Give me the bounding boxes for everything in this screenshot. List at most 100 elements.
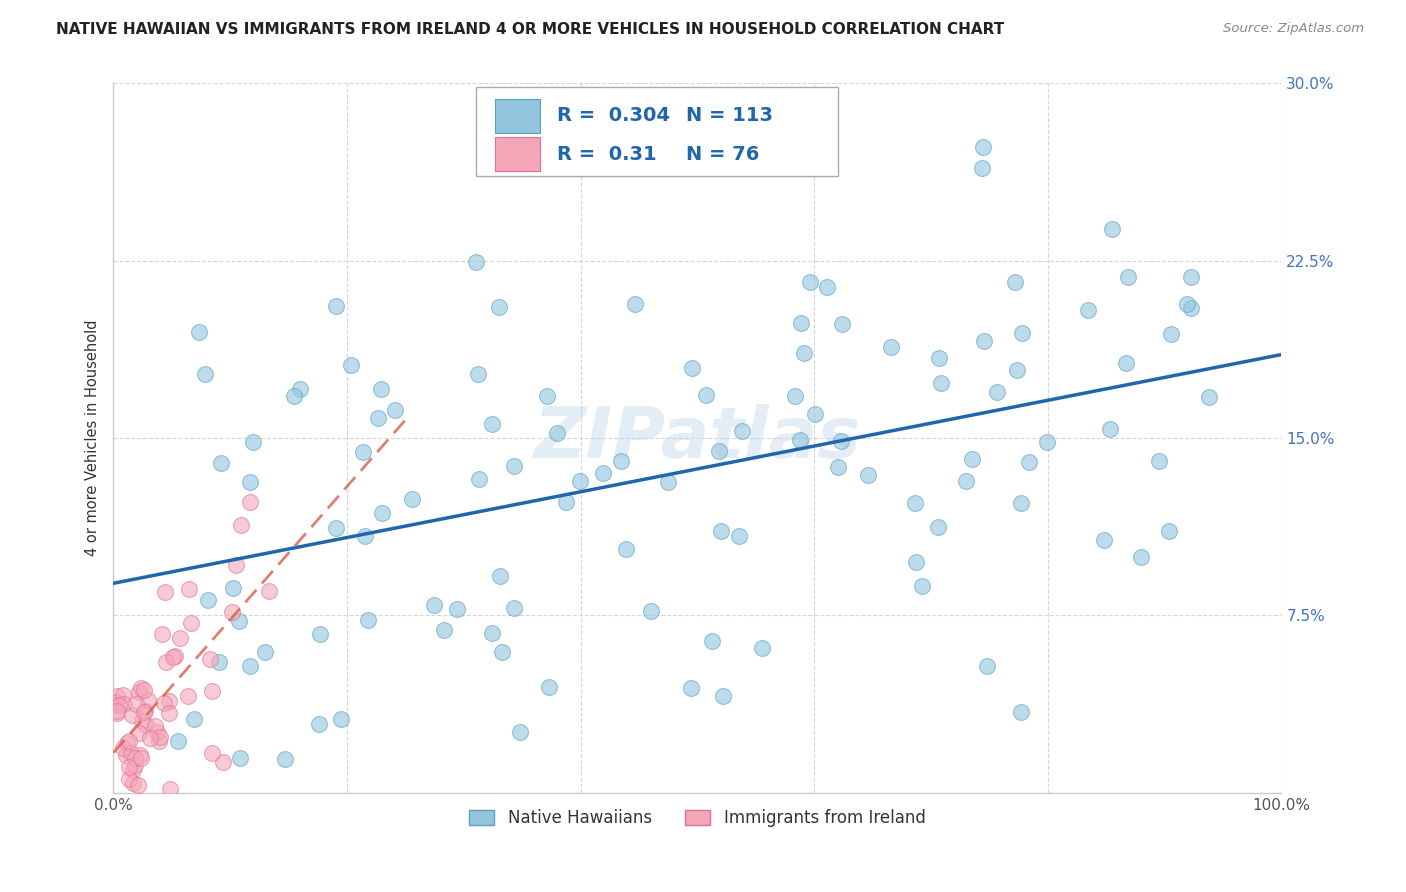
Point [111,740,134,755]
Point [212,755,235,769]
Point [139,731,162,745]
Point [117,733,139,747]
Point [239,495,262,509]
Point [546,425,568,440]
Point [105,694,128,708]
Point [143,719,166,733]
Point [799,275,821,289]
Point [187,325,209,339]
Point [830,434,852,449]
Point [330,712,353,726]
Point [972,140,994,154]
Point [1077,303,1099,318]
Point [1099,421,1122,435]
Point [702,633,724,648]
Point [986,385,1008,400]
Point [146,724,169,739]
Point [955,474,977,488]
Point [1101,222,1123,236]
Point [657,475,679,489]
Point [858,467,880,482]
Point [309,627,332,641]
Point [149,731,172,745]
Legend: Native Hawaiians, Immigrants from Ireland: Native Hawaiians, Immigrants from Irelan… [463,803,932,834]
Point [135,718,157,732]
Point [831,317,853,331]
Point [166,734,188,748]
Point [228,614,250,628]
Point [124,751,146,765]
Point [695,388,717,402]
Point [880,340,903,354]
Point [502,458,524,473]
Point [488,300,510,314]
Text: ZIPatlas: ZIPatlas [534,403,860,473]
Point [122,763,145,777]
Point [308,717,330,731]
Point [115,747,138,762]
Point [804,408,827,422]
Point [169,631,191,645]
Point [614,541,637,556]
Point [509,724,531,739]
Point [121,707,143,722]
Point [793,346,815,360]
Point [927,519,949,533]
Point [239,659,262,673]
Point [707,444,730,458]
Point [972,161,994,175]
Point [1180,270,1202,285]
Point [200,747,222,761]
Point [1115,356,1137,370]
Point [446,602,468,616]
Point [124,757,146,772]
Point [467,367,489,381]
Point [197,593,219,607]
Point [960,452,983,467]
Point [165,648,187,663]
Point [976,658,998,673]
Point [491,645,513,659]
Point [155,585,177,599]
Point [225,558,247,572]
Point [370,382,392,396]
Point [112,697,135,711]
Point [928,351,950,365]
FancyBboxPatch shape [495,99,540,133]
Point [148,733,170,747]
Point [222,581,245,595]
Point [1116,269,1139,284]
Point [150,627,173,641]
Point [125,697,148,711]
Point [155,656,177,670]
Text: N = 113: N = 113 [686,106,773,125]
Point [201,684,224,698]
Point [465,255,488,269]
Point [177,582,200,596]
Point [128,685,150,699]
Point [827,459,849,474]
Point [1180,301,1202,316]
Point [640,604,662,618]
Point [120,746,142,760]
Point [242,435,264,450]
Point [127,778,149,792]
Point [118,772,141,786]
Text: R =  0.304: R = 0.304 [557,106,671,125]
Point [157,694,180,708]
Point [105,706,128,720]
Point [401,492,423,507]
Point [274,752,297,766]
Point [1011,326,1033,340]
Point [623,297,645,311]
Point [1018,455,1040,469]
FancyBboxPatch shape [475,87,838,176]
Point [107,704,129,718]
Text: Source: ZipAtlas.com: Source: ZipAtlas.com [1223,22,1364,36]
Point [536,389,558,403]
Point [180,615,202,630]
Point [129,681,152,695]
Y-axis label: 4 or more Vehicles in Household: 4 or more Vehicles in Household [86,320,100,557]
Point [1160,326,1182,341]
Point [1036,434,1059,449]
